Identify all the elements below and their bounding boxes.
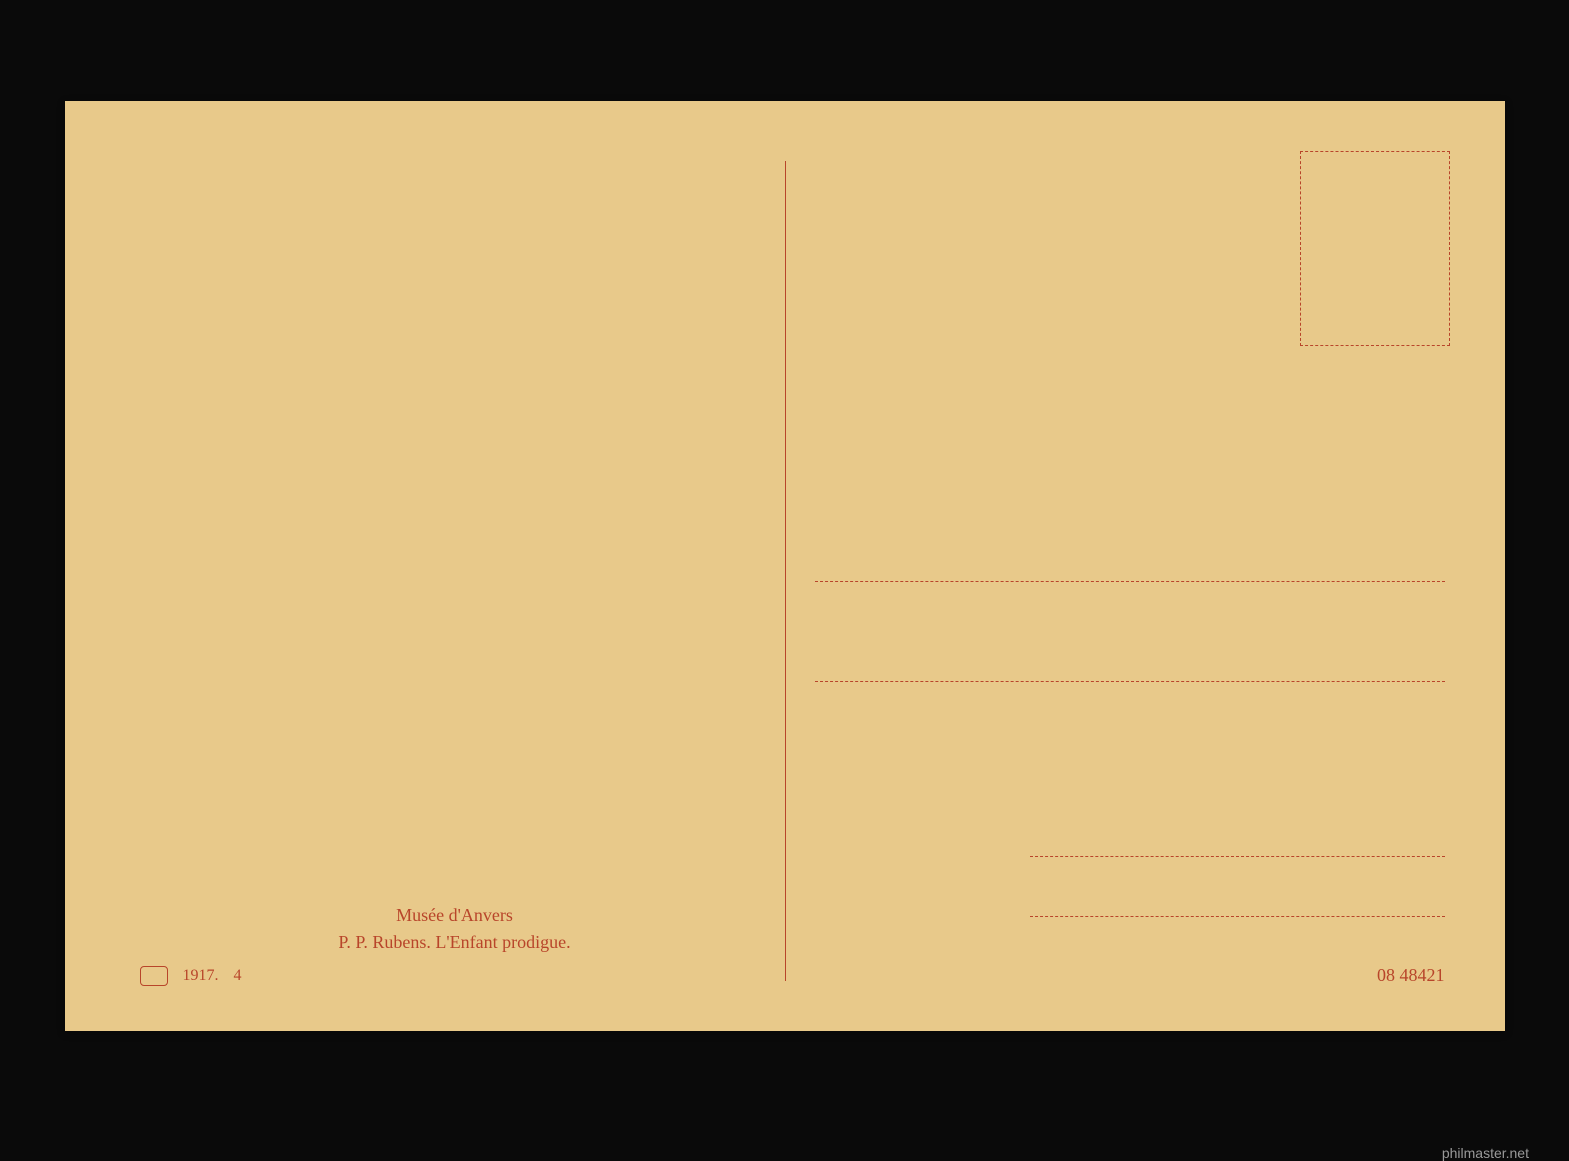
publisher-series: 4 [234, 967, 242, 985]
serial-number: 08 48421 [1377, 965, 1445, 986]
publisher-year: 1917. [183, 967, 219, 985]
stamp-placement-box [1300, 151, 1450, 346]
site-watermark: philmaster.net [1442, 1145, 1529, 1161]
postcard-back: Musée d'Anvers P. P. Rubens. L'Enfant pr… [65, 101, 1505, 1031]
publisher-mark: 1917. 4 [140, 966, 242, 986]
address-line-1 [815, 581, 1445, 582]
center-divider-line [785, 161, 786, 981]
address-line-3 [1030, 856, 1445, 857]
address-line-2 [815, 681, 1445, 682]
museum-name: Musée d'Anvers [265, 902, 645, 929]
artwork-title: P. P. Rubens. L'Enfant prodigue. [265, 929, 645, 956]
artwork-caption: Musée d'Anvers P. P. Rubens. L'Enfant pr… [265, 902, 645, 956]
address-line-4 [1030, 916, 1445, 917]
publisher-logo-icon [140, 966, 168, 986]
